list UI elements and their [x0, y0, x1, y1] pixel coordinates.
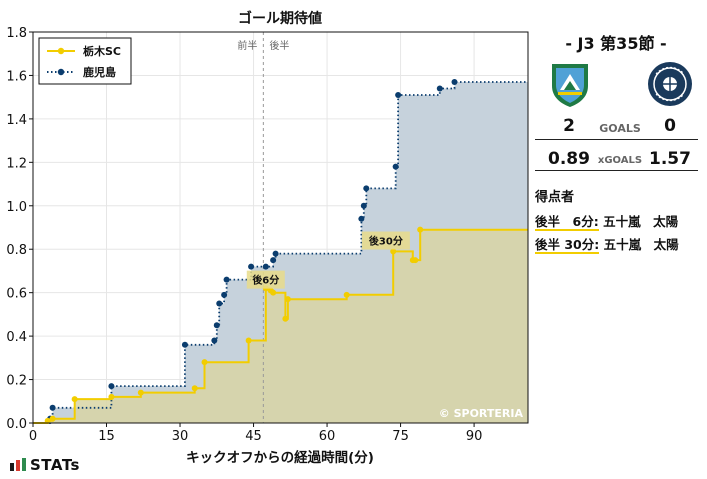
series-point-0	[191, 385, 198, 392]
legend-marker-0	[57, 47, 65, 55]
home-xg: 0.89	[548, 149, 590, 169]
series-point-0	[282, 315, 289, 322]
series-point-1	[213, 322, 220, 329]
goals-label: GOALS	[599, 122, 641, 135]
series-point-1	[262, 263, 269, 270]
legend-label-0: 栃木SC	[83, 44, 121, 58]
match-title: - J3 第35節 -	[565, 34, 667, 53]
stats-logo: STATs	[10, 456, 80, 474]
series-area-0	[33, 229, 528, 423]
x-tick-label: 75	[392, 429, 409, 444]
series-point-0	[270, 289, 277, 296]
series-point-1	[392, 163, 399, 170]
xgoals-row: 0.89 xGOALS 1.57	[531, 149, 701, 171]
scorer-time: 後半 30分:	[535, 237, 600, 254]
series-point-1	[223, 276, 230, 283]
series-point-1	[272, 250, 279, 257]
series-point-1	[363, 185, 370, 192]
series-point-1	[216, 300, 223, 307]
series-point-0	[284, 296, 291, 303]
away-xg: 1.57	[649, 149, 691, 169]
series-point-1	[360, 202, 367, 209]
x-tick-label: 0	[29, 429, 37, 444]
scorer-name: 五十嵐 太陽	[603, 237, 679, 252]
y-tick-label: 1.0	[6, 200, 27, 215]
chart-title: ゴール期待値	[238, 10, 322, 27]
series-point-1	[270, 257, 277, 264]
series-point-0	[417, 226, 424, 233]
series-line-1	[33, 81, 528, 424]
plot-frame	[32, 31, 529, 424]
series-point-1	[221, 291, 228, 298]
watermark: © SPORTERIA	[439, 407, 524, 420]
series-point-1	[395, 91, 402, 98]
scorer-item: 後半 6分: 五十嵐 太陽	[535, 211, 678, 231]
x-tick-label: 60	[319, 429, 336, 444]
goals-row: 2 GOALS 0	[531, 116, 701, 138]
x-axis-label: キックオフからの経過時間(分)	[186, 449, 374, 466]
xgoals-label: xGOALS	[597, 155, 643, 166]
series-point-1	[108, 383, 115, 390]
y-tick-label: 0.8	[6, 243, 27, 258]
series-point-0	[108, 393, 115, 400]
series-point-1	[248, 263, 255, 270]
series-point-0	[44, 417, 51, 424]
tochigi-sc-crest-icon	[552, 64, 588, 107]
match-panel: - J3 第35節 - 2 GOALS 0 0.89 xGOALS 1.57 得…	[531, 0, 701, 479]
scorer-item: 後半 30分: 五十嵐 太陽	[535, 234, 679, 254]
series-point-1	[358, 215, 365, 222]
legend-label-1: 鹿児島	[83, 65, 116, 79]
goal-annotation-box	[246, 270, 285, 289]
x-tick-label: 45	[245, 429, 262, 444]
series-point-1	[211, 337, 218, 344]
y-tick-label: 0.2	[6, 374, 27, 389]
scorer-time: 後半 6分:	[535, 214, 599, 231]
legend-marker-1	[57, 68, 65, 76]
halftime-label-first: 前半	[237, 39, 257, 52]
scorers-title: 得点者	[535, 190, 575, 205]
goal-annotation-label: 後30分	[369, 235, 403, 248]
y-tick-label: 0.6	[6, 287, 27, 302]
series-point-0	[137, 389, 144, 396]
series-point-0	[245, 337, 252, 344]
series-point-0	[343, 291, 350, 298]
divider	[535, 139, 698, 140]
series-point-0	[390, 248, 397, 255]
goal-annotation-label: 後6分	[252, 274, 279, 287]
y-tick-label: 0.0	[6, 417, 27, 432]
scorer-name: 五十嵐 太陽	[603, 214, 679, 229]
logo-text: STATs	[30, 456, 80, 474]
series-point-1	[436, 85, 443, 92]
series-point-0	[71, 396, 78, 403]
legend-box	[38, 37, 132, 85]
x-tick-label: 90	[466, 429, 483, 444]
away-score: 0	[664, 116, 676, 136]
series-point-0	[412, 257, 419, 264]
series-point-1	[451, 78, 458, 85]
divider	[535, 170, 698, 171]
halftime-label-second: 後半	[269, 39, 289, 52]
y-tick-label: 1.8	[6, 26, 27, 41]
series-point-0	[201, 359, 208, 366]
home-score: 2	[563, 116, 575, 136]
series-point-1	[181, 341, 188, 348]
y-tick-label: 1.6	[6, 69, 27, 84]
y-tick-label: 1.2	[6, 156, 27, 171]
x-tick-label: 15	[98, 429, 115, 444]
goal-annotation-box	[361, 231, 410, 250]
y-tick-label: 0.4	[6, 330, 27, 345]
bar-chart-icon	[10, 458, 26, 471]
kagoshima-united-crest-icon	[648, 62, 692, 106]
series-point-0	[49, 415, 56, 422]
y-tick-label: 1.4	[6, 113, 27, 128]
series-point-1	[49, 404, 56, 411]
x-tick-label: 30	[172, 429, 189, 444]
